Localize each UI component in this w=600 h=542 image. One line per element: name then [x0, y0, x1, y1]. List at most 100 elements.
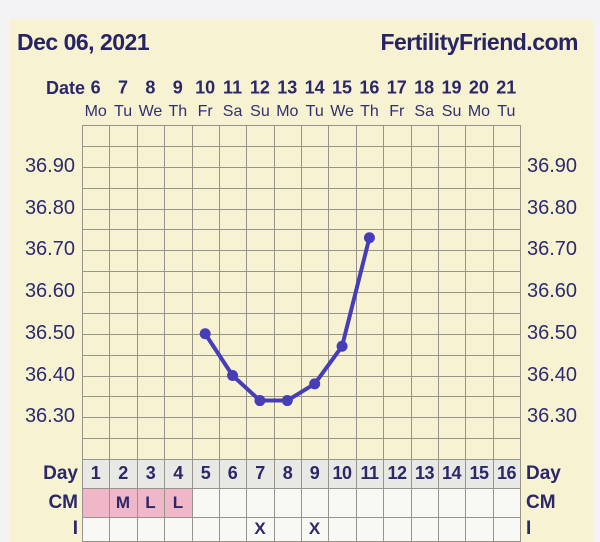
intercourse-cell[interactable]	[328, 517, 356, 541]
cm-cell[interactable]: L	[137, 488, 164, 517]
intercourse-cell[interactable]: X	[246, 517, 274, 541]
intercourse-cell[interactable]	[274, 517, 301, 541]
cm-cell[interactable]	[219, 488, 246, 517]
y-axis-tick-left: 36.30	[24, 405, 75, 428]
day-cell[interactable]: 4	[164, 459, 192, 488]
date-axis-label: Date	[45, 78, 85, 98]
date-axis-value: 6	[90, 77, 101, 98]
cm-value: L	[145, 492, 156, 512]
date-axis-value: 14	[304, 77, 325, 98]
intercourse-cell[interactable]	[192, 517, 219, 541]
y-axis-tick-right: 36.80	[527, 196, 578, 219]
day-cell[interactable]: 8	[274, 459, 301, 488]
day-cell[interactable]: 7	[246, 459, 274, 488]
intercourse-cell[interactable]	[219, 517, 246, 541]
date-axis-value: 16	[359, 77, 380, 98]
weekday-label: Fr	[197, 103, 213, 120]
weekday-label: We	[330, 103, 354, 120]
y-axis-tick-left: 36.40	[24, 363, 75, 386]
cm-cell[interactable]	[356, 488, 383, 517]
day-value: 16	[496, 463, 517, 483]
y-axis-tick-right: 36.40	[527, 363, 578, 386]
cm-cell[interactable]	[438, 488, 465, 517]
cm-cell[interactable]	[246, 488, 274, 517]
cm-cell[interactable]	[274, 488, 301, 517]
cm-cell[interactable]	[301, 488, 328, 517]
cm-cell[interactable]	[493, 488, 520, 517]
day-value: 3	[145, 463, 156, 483]
intercourse-cell[interactable]: X	[301, 517, 328, 541]
fertilityfriend-site-link[interactable]: FertilityFriend.com	[380, 29, 578, 55]
intercourse-cell[interactable]	[137, 517, 164, 541]
day-value: 5	[200, 463, 211, 483]
weekday-label: We	[138, 103, 163, 120]
weekday-label: Su	[250, 103, 270, 120]
intercourse-row-label-left: I	[72, 518, 78, 539]
intercourse-cell[interactable]	[82, 517, 109, 541]
cm-cell[interactable]	[82, 488, 109, 517]
weekday-label: Fr	[389, 103, 405, 120]
day-cell[interactable]: 3	[137, 459, 164, 488]
date-axis-value: 18	[414, 77, 435, 98]
intercourse-cell[interactable]	[493, 517, 520, 541]
chart-date-title: Dec 06, 2021	[17, 29, 150, 55]
day-cell[interactable]: 16	[493, 459, 520, 488]
day-cell[interactable]: 6	[219, 459, 246, 488]
intercourse-cell[interactable]	[438, 517, 465, 541]
intercourse-x-mark: X	[308, 519, 321, 538]
date-axis-value: 9	[172, 77, 183, 98]
weekday-label: Mo	[84, 103, 107, 120]
cm-cell[interactable]	[465, 488, 493, 517]
cm-cell[interactable]: M	[109, 488, 137, 517]
cm-value: L	[172, 492, 184, 512]
cm-cell[interactable]	[192, 488, 219, 517]
y-axis-tick-left: 36.60	[24, 280, 75, 302]
intercourse-cell[interactable]	[164, 517, 192, 541]
day-cell[interactable]: 14	[438, 459, 465, 488]
day-row-label-left: Day	[43, 463, 78, 484]
date-axis-value: 17	[386, 77, 407, 98]
weekday-label: Sa	[414, 103, 434, 120]
y-axis-tick-right: 36.90	[527, 154, 578, 177]
day-cell[interactable]: 15	[465, 459, 493, 488]
cm-value: M	[115, 492, 131, 512]
weekday-label: Th	[360, 103, 379, 120]
day-cell[interactable]: 11	[356, 459, 383, 488]
cm-cell[interactable]	[328, 488, 356, 517]
day-cell[interactable]: 10	[328, 459, 356, 488]
date-axis-value: 10	[195, 77, 216, 98]
day-cell[interactable]: 13	[411, 459, 438, 488]
y-axis-tick-left: 36.80	[24, 196, 75, 219]
day-value: 4	[173, 463, 183, 483]
day-value: 11	[360, 463, 379, 483]
date-axis-value: 7	[118, 77, 129, 98]
day-row-label-right: Day	[526, 463, 561, 484]
day-value: 2	[118, 463, 128, 483]
weekday-label: Mo	[276, 103, 299, 120]
intercourse-cell[interactable]	[356, 517, 383, 541]
weekday-label: Mo	[467, 103, 491, 120]
cm-cell[interactable]	[411, 488, 438, 517]
day-cell[interactable]: 9	[301, 459, 328, 488]
date-axis-value: 8	[145, 77, 156, 98]
date-axis-value: 19	[441, 77, 462, 98]
intercourse-cell[interactable]	[109, 517, 137, 541]
cm-cell[interactable]: L	[164, 488, 192, 517]
day-value: 15	[469, 463, 489, 483]
date-axis-value: 11	[223, 77, 243, 98]
day-cell[interactable]: 5	[192, 459, 219, 488]
intercourse-cell[interactable]	[383, 517, 411, 541]
day-value: 1	[90, 463, 101, 483]
day-cell[interactable]: 1	[82, 459, 109, 488]
y-axis-tick-left: 36.90	[24, 154, 75, 177]
cm-cell[interactable]	[383, 488, 411, 517]
day-value: 10	[332, 463, 352, 483]
date-axis-value: 20	[468, 77, 489, 98]
day-cell[interactable]: 2	[109, 459, 137, 488]
date-axis-value: 12	[249, 77, 270, 98]
intercourse-cell[interactable]	[465, 517, 493, 541]
day-value: 8	[282, 463, 293, 483]
intercourse-cell[interactable]	[411, 517, 438, 541]
day-cell[interactable]: 12	[383, 459, 411, 488]
